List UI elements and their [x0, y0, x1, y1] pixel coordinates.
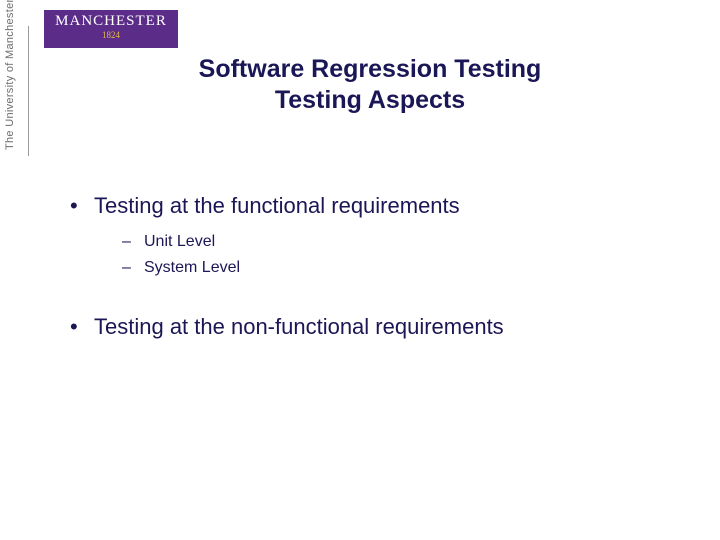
list-item: Testing at the functional requirements U… — [64, 192, 680, 279]
list-item-text: Testing at the functional requirements — [94, 193, 460, 218]
sidebar-text: The University of Manchester — [4, 0, 16, 150]
sub-list-item: System Level — [122, 257, 680, 279]
list-item-text: Testing at the non-functional requiremen… — [94, 314, 504, 339]
slide-body: Testing at the functional requirements U… — [64, 192, 680, 376]
slide: MANCHESTER 1824 The University of Manche… — [0, 0, 720, 540]
bullet-list: Testing at the functional requirements U… — [64, 192, 680, 342]
sub-list-item-text: System Level — [144, 259, 240, 276]
title-line-2: Testing Aspects — [275, 86, 465, 114]
sub-list-item: Unit Level — [122, 231, 680, 253]
sub-list: Unit Level System Level — [94, 231, 680, 280]
slide-title: Software Regression Testing Testing Aspe… — [60, 54, 680, 117]
list-item: Testing at the non-functional requiremen… — [64, 313, 680, 342]
logo-name: MANCHESTER — [44, 14, 178, 29]
sidebar-divider — [28, 26, 29, 156]
sub-list-item-text: Unit Level — [144, 233, 215, 250]
university-logo: MANCHESTER 1824 — [44, 10, 178, 48]
title-line-1: Software Regression Testing — [199, 55, 542, 83]
logo-year: 1824 — [44, 31, 178, 40]
